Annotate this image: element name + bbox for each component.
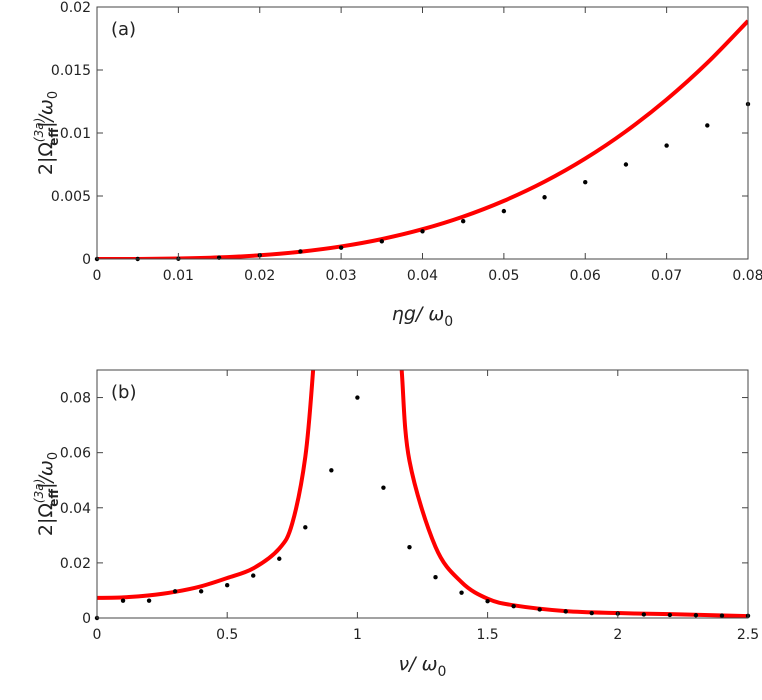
data-point [583,179,588,185]
data-point [459,590,464,595]
x-tick-label: 0.03 [326,268,357,284]
panel-a: 0 0.01 0.02 0.03 0.04 0.05 0.06 0.07 0.08 0 0.005 0… [32,0,762,330]
y-tick-label: 0.01 [60,126,91,142]
y-label-prefix: 2|Ω [35,503,57,536]
x-tick-label: 1.5 [476,627,498,643]
panel-label: (a) [111,19,136,40]
x-tick-label: 1 [353,627,362,643]
axes-box [96,6,749,260]
x-axis-label: ηg/ ω0 [392,303,453,330]
data-point [329,468,334,473]
x-tick-label: 0.05 [488,268,519,284]
y-tick-label: 0 [82,611,91,627]
data-point [623,162,629,167]
data-point [433,575,438,580]
y-tick-label: 0 [82,252,91,268]
data-point [460,219,466,224]
data-point [511,603,516,609]
data-point [381,485,386,490]
data-point [338,245,344,250]
data-point [355,395,360,400]
data-point [693,613,699,618]
panel-b: 0 0.5 1 1.5 2 2.500.020.040.060.08 (b)ν/ ω02|Ω… [32,369,759,680]
x-tick-label: 0.01 [163,268,194,284]
y-axis-label: 2|Ω(3a)eff|/ω0 [32,452,61,536]
x-tick-label: 0.07 [651,268,682,284]
x-tick-label: 0.06 [570,268,601,284]
data-point [501,208,507,214]
y-tick-label: 0.08 [60,391,91,407]
y-axis-label: 2|Ω(3a)eff|/ω0 [32,91,61,175]
y-label-sup: (3a) [32,479,46,503]
data-point [251,573,256,578]
x-label-main: ηg/ ω [392,303,445,325]
data-point [537,607,542,612]
y-label-slash: |/ω [35,460,57,489]
y-label-slash: |/ω [35,99,57,128]
data-point [563,609,568,614]
x-tick-label: 0.08 [732,268,762,284]
y-tick-label: 0.005 [51,189,91,205]
y-label-sub0: 0 [46,91,61,99]
series-line [97,19,748,259]
data-point [225,583,230,588]
data-point [277,556,282,561]
y-label-sup: (3a) [32,118,46,142]
x-label-sub: 0 [438,664,447,680]
axes-box [96,369,749,619]
y-label-sub0: 0 [46,452,61,460]
data-point [198,589,204,594]
x-tick-label: 0 [93,268,102,284]
data-point [705,123,710,128]
data-point [407,544,412,550]
data-point [667,612,673,618]
y-tick-label: 0.015 [51,63,91,79]
data-point [589,610,594,616]
x-tick-label: 2 [613,627,622,643]
x-tick-label: 2.5 [737,627,759,643]
y-label-sub: eff [47,489,61,507]
x-axis-label: ν/ ω0 [399,653,447,680]
y-label-prefix: 2|Ω [35,142,57,175]
series-line [399,370,748,618]
data-point [120,598,126,603]
data-point [664,143,669,148]
x-tick-label: 0.04 [407,268,438,284]
y-tick-label: 0.02 [60,0,91,16]
data-point [379,239,385,244]
data-point [303,525,308,530]
x-label-main: ν/ ω [399,653,438,675]
data-point [420,229,425,234]
y-label-sub: eff [47,128,61,146]
panel-label: (b) [111,382,136,403]
data-point [485,598,490,604]
x-tick-label: 0 [93,627,102,643]
x-tick-label: 0.02 [244,268,275,284]
y-tick-label: 0.04 [60,501,91,517]
data-point [298,249,303,254]
data-point [542,195,547,200]
y-tick-label: 0.06 [60,446,91,462]
data-point [146,598,152,603]
data-point [719,613,725,618]
y-tick-label: 0.02 [60,556,91,572]
data-point [172,589,178,594]
x-label-sub: 0 [444,314,453,330]
data-point [641,612,647,617]
x-tick-label: 0.5 [216,627,238,643]
series-line [97,370,316,600]
